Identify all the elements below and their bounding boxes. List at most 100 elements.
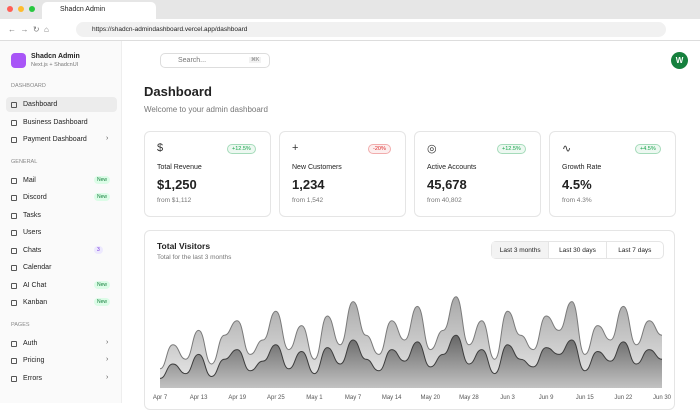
- stat-card: + -20% New Customers 1,234 from 1,542: [279, 131, 406, 217]
- card-note: from $1,112: [157, 197, 192, 204]
- page-subtitle: Welcome to your admin dashboard: [144, 105, 268, 114]
- x-tick-label: Jun 15: [576, 395, 595, 401]
- nav-item[interactable]: Auth ›: [6, 336, 117, 351]
- nav-label: Business Dashboard: [23, 118, 88, 126]
- nav-icon: [11, 340, 17, 347]
- range-tab[interactable]: Last 30 days: [548, 242, 605, 258]
- nav-item[interactable]: Pricing ›: [6, 353, 117, 368]
- card-icon: $: [157, 142, 164, 154]
- range-tab[interactable]: Last 7 days: [605, 242, 663, 258]
- nav-item[interactable]: Kanban New: [6, 295, 117, 310]
- toolbar: ← → ↻ ⌂ https://shadcn-admindashboard.ve…: [0, 19, 700, 41]
- nav-icon: [11, 119, 17, 126]
- card-icon: ◎: [427, 143, 437, 155]
- card-value: 4.5%: [562, 177, 592, 192]
- nav-label: Calendar: [23, 264, 52, 271]
- change-badge: +12.5%: [497, 144, 526, 154]
- nav-icon: [11, 177, 17, 184]
- nav-badge: New: [94, 298, 111, 306]
- max-dot[interactable]: [29, 6, 35, 12]
- nav-label: Chats: [23, 246, 42, 254]
- x-tick-label: May 1: [306, 395, 323, 401]
- chart-title: Total Visitors: [157, 241, 211, 251]
- nav-label: Auth: [23, 339, 38, 347]
- chevron: ›: [106, 338, 109, 346]
- nav-icon: [11, 137, 17, 143]
- min-dot[interactable]: [18, 6, 24, 12]
- nav-item[interactable]: Calendar: [6, 260, 117, 275]
- nav-icon: [11, 265, 17, 271]
- nav-icon: [11, 230, 17, 236]
- nav-item[interactable]: Tasks: [6, 208, 117, 223]
- app-name: Shadcn Admin: [31, 53, 80, 60]
- search[interactable]: Search... ⌘K: [160, 53, 270, 68]
- area-line: [159, 296, 663, 370]
- nav-icon: [11, 247, 17, 254]
- url-bar[interactable]: https://shadcn-admindashboard.vercel.app…: [76, 22, 666, 37]
- url: https://shadcn-admindashboard.vercel.app…: [92, 26, 248, 33]
- nav-badge: New: [94, 175, 111, 184]
- x-tick-label: Apr 19: [228, 395, 246, 401]
- shortcut: ⌘K: [249, 57, 262, 63]
- nav-label: AI Chat: [23, 281, 47, 289]
- nav-icon: [11, 195, 17, 201]
- card-title: Total Revenue: [157, 164, 202, 171]
- x-tick-label: Jun 3: [500, 395, 515, 401]
- group-label: GENERAL: [11, 158, 38, 165]
- stat-card: ◎ +12.5% Active Accounts 45,678 from 40,802: [414, 131, 541, 217]
- area-line: [159, 334, 663, 379]
- nav-buttons: ← → ↻ ⌂: [8, 25, 49, 34]
- nav-label: Users: [23, 229, 42, 236]
- nav-item[interactable]: Payment Dashboard ›: [6, 132, 117, 147]
- logo: [11, 53, 26, 68]
- nav-label: Tasks: [23, 211, 41, 219]
- nav-label: Discord: [23, 194, 47, 201]
- nav-icon: [11, 358, 17, 364]
- nav-badge: New: [94, 280, 111, 289]
- card-note: from 4.3%: [562, 197, 592, 204]
- range-tabs: Last 3 months Last 30 days Last 7 days: [491, 241, 664, 259]
- stat-card: ∿ +4.5% Growth Rate 4.5% from 4.3%: [549, 131, 676, 217]
- search-text: Search...: [178, 57, 207, 64]
- nav-item[interactable]: AI Chat New: [6, 278, 117, 293]
- nav-icon: [11, 212, 17, 219]
- x-tick-label: Apr 25: [267, 395, 285, 401]
- nav-icon: [11, 282, 17, 289]
- close-dot[interactable]: [7, 6, 13, 12]
- nav-item[interactable]: Chats 3: [6, 243, 117, 258]
- group-label: PAGES: [11, 321, 30, 328]
- nav-item[interactable]: Errors ›: [6, 371, 117, 386]
- x-tick-label: May 28: [459, 395, 479, 401]
- nav-item[interactable]: Users: [6, 225, 117, 240]
- tab[interactable]: Shadcn Admin: [42, 2, 156, 19]
- nav-item[interactable]: Dashboard: [6, 97, 117, 112]
- x-tick-label: Apr 13: [190, 395, 208, 401]
- range-tab[interactable]: Last 3 months: [492, 242, 549, 258]
- x-tick-label: May 7: [345, 395, 362, 401]
- nav-label: Pricing: [23, 357, 45, 364]
- nav-label: Payment Dashboard: [23, 136, 87, 143]
- card-icon: +: [292, 142, 299, 154]
- chevron: ›: [106, 356, 109, 363]
- tab-bar: Shadcn Admin: [0, 0, 700, 19]
- x-tick-label: Jun 9: [539, 395, 554, 401]
- chevron: ›: [106, 135, 109, 142]
- nav-item[interactable]: Discord New: [6, 190, 117, 205]
- nav-item[interactable]: Business Dashboard: [6, 115, 117, 130]
- avatar[interactable]: W: [671, 52, 688, 69]
- nav-icon: [11, 300, 17, 306]
- x-tick-label: May 20: [420, 395, 440, 401]
- x-tick-label: Jun 30: [653, 395, 672, 401]
- card-title: Active Accounts: [427, 164, 477, 171]
- nav-item[interactable]: Mail New: [6, 173, 117, 188]
- nav-icon: [11, 102, 17, 108]
- nav-label: Mail: [23, 176, 36, 184]
- card-title: New Customers: [292, 164, 342, 171]
- card-value: 1,234: [292, 177, 325, 192]
- chart-subtitle: Total for the last 3 months: [157, 254, 232, 261]
- sidebar: Shadcn Admin Next.js + ShadcnUI DASHBOAR…: [0, 41, 122, 403]
- nav-label: Errors: [23, 374, 43, 382]
- x-tick-label: Jun 22: [614, 395, 633, 401]
